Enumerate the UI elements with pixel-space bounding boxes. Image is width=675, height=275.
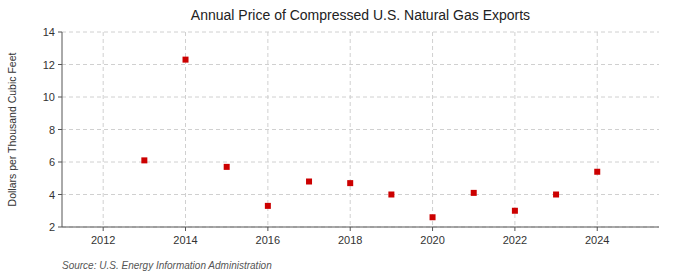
x-grid-line	[432, 32, 433, 227]
y-grid-line	[62, 64, 659, 65]
y-tick-label: 10	[43, 91, 55, 103]
x-tick	[432, 227, 433, 231]
x-tick	[103, 227, 104, 231]
point	[388, 192, 394, 198]
y-grid-line	[62, 194, 659, 195]
y-grid-line	[62, 32, 659, 33]
y-grid-line	[62, 129, 659, 130]
x-tick-label: 2020	[420, 234, 444, 246]
point	[430, 214, 436, 220]
point	[224, 164, 230, 170]
x-tick-label: 2018	[338, 234, 362, 246]
point	[347, 180, 353, 186]
point	[553, 192, 559, 198]
x-tick	[267, 227, 268, 231]
y-tick	[58, 64, 62, 65]
y-tick	[58, 194, 62, 195]
x-grid-line	[103, 32, 104, 227]
y-axis-label: Dollars per Thousand Cubic Feet	[6, 52, 18, 206]
y-tick	[58, 32, 62, 33]
y-tick	[58, 97, 62, 98]
source-note: Source: U.S. Energy Information Administ…	[62, 260, 272, 271]
y-tick-label: 8	[49, 124, 55, 136]
x-grid-line	[267, 32, 268, 227]
x-tick	[185, 227, 186, 231]
y-tick-label: 14	[43, 26, 55, 38]
x-grid-line	[350, 32, 351, 227]
point	[512, 208, 518, 214]
x-grid-line	[514, 32, 515, 227]
point	[183, 57, 189, 63]
y-grid-line	[62, 97, 659, 98]
grid	[62, 32, 659, 227]
x-tick-label: 2012	[91, 234, 115, 246]
points	[141, 57, 600, 221]
x-tick-label: 2014	[173, 234, 197, 246]
y-tick-label: 4	[49, 189, 55, 201]
y-tick	[58, 227, 62, 228]
x-grid-line	[597, 32, 598, 227]
x-axis-line	[62, 227, 659, 228]
point	[265, 203, 271, 209]
point	[141, 157, 147, 163]
x-tick	[597, 227, 598, 231]
y-tick	[58, 129, 62, 130]
y-tick	[58, 162, 62, 163]
x-tick	[350, 227, 351, 231]
y-tick-label: 12	[43, 59, 55, 71]
x-tick-label: 2016	[256, 234, 280, 246]
point	[594, 169, 600, 175]
x-tick-label: 2022	[503, 234, 527, 246]
title: Annual Price of Compressed U.S. Natural …	[191, 7, 530, 23]
point	[306, 179, 312, 185]
x-tick-label: 2024	[585, 234, 609, 246]
y-tick-label: 2	[49, 221, 55, 233]
point	[471, 190, 477, 196]
y-grid-line	[62, 162, 659, 163]
x-tick	[514, 227, 515, 231]
y-grid-line	[62, 227, 659, 228]
y-tick-label: 6	[49, 156, 55, 168]
chart: 2 4 6 8 10 12 14 2012 2014 2016 2018 2020 2022 2024 An…	[0, 0, 675, 275]
